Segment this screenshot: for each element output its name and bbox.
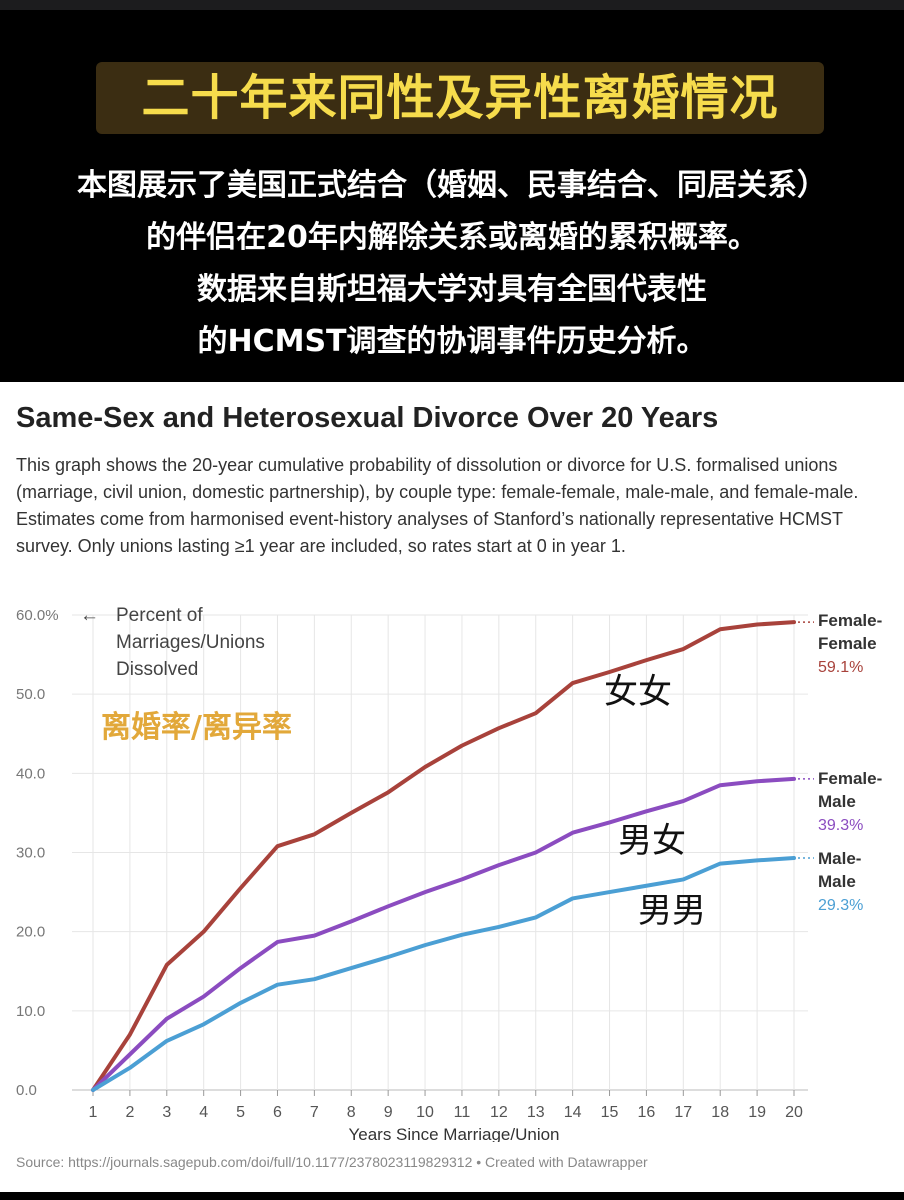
series-line-female-female: [91, 620, 796, 1092]
x-tick-label: 7: [310, 1104, 319, 1121]
x-tick-label: 3: [162, 1104, 171, 1121]
banner-title: 二十年来同性及异性离婚情况: [96, 62, 824, 134]
x-tick-label: 4: [199, 1104, 208, 1121]
intro-line: 的HCMST调查的协调事件历史分析。: [197, 324, 707, 359]
series-label: Female-: [818, 611, 882, 630]
series-label: Female-: [818, 769, 882, 788]
y-tick-label: 30.0: [16, 845, 45, 862]
x-tick-label: 9: [384, 1104, 393, 1121]
series-label: Male: [818, 792, 856, 811]
y-tick-label: 40.0: [16, 765, 45, 782]
x-tick-label: 13: [527, 1104, 545, 1121]
x-tick-label: 8: [347, 1104, 356, 1121]
chart-title: Same-Sex and Heterosexual Divorce Over 2…: [16, 402, 719, 434]
source-note: Source: https://journals.sagepub.com/doi…: [16, 1154, 648, 1170]
y-tick-label: 0.0: [16, 1082, 37, 1099]
x-axis-label: Years Since Marriage/Union: [348, 1125, 559, 1142]
x-tick-label: 5: [236, 1104, 245, 1121]
series-label: Male-: [818, 849, 861, 868]
axis-note-line: Dissolved: [116, 659, 198, 680]
y-tick-label: 20.0: [16, 924, 45, 941]
x-tick-label: 6: [273, 1104, 282, 1121]
intro-line: 的伴侣在20年内解除关系或离婚的累积概率。: [146, 220, 758, 255]
series-tag: 女女: [604, 672, 672, 712]
y-tick-label: 50.0: [16, 686, 45, 703]
y-tick-label: 10.0: [16, 1003, 45, 1020]
series-label: Female: [818, 634, 877, 653]
x-tick-label: 14: [564, 1104, 582, 1121]
series-tag: 男女: [618, 821, 686, 861]
axis-note-line: Marriages/Unions: [116, 632, 265, 653]
line-chart: 0.010.020.030.040.050.060.0%1 2 3 4 5 6 7 8 9 10 1…: [16, 605, 882, 1142]
x-tick-label: 11: [454, 1104, 471, 1121]
x-tick-label: 10: [416, 1104, 434, 1121]
x-tick-label: 12: [490, 1104, 508, 1121]
x-tick-label: 1: [89, 1104, 98, 1121]
arrow-left-icon: ←: [80, 605, 99, 626]
x-tick-label: 19: [748, 1104, 766, 1121]
chart-card: Same-Sex and Heterosexual Divorce Over 2…: [0, 382, 904, 1200]
chart-description: This graph shows the 20-year cumulative …: [16, 455, 859, 556]
x-tick-label: 20: [785, 1104, 803, 1121]
series-end-value: 29.3%: [818, 897, 863, 914]
x-tick-label: 16: [638, 1104, 656, 1121]
bottom-bar: [0, 1192, 904, 1200]
y-tick-label: 60.0%: [16, 607, 59, 624]
x-tick-label: 18: [711, 1104, 729, 1121]
x-tick-label: 15: [601, 1104, 619, 1121]
series-line-male-male: [91, 856, 796, 1092]
overlay-label: 离婚率/离异率: [101, 710, 292, 745]
series-line-female-male: [91, 776, 796, 1092]
intro-line: 本图展示了美国正式结合（婚姻、民事结合、同居关系）: [77, 168, 827, 203]
series-end-value: 59.1%: [818, 659, 863, 676]
intro-line: 数据来自斯坦福大学对具有全国代表性: [197, 272, 707, 307]
series-tag: 男男: [638, 891, 706, 931]
axis-note-line: Percent of: [116, 605, 203, 626]
series-label: Male: [818, 872, 856, 891]
x-tick-label: 2: [125, 1104, 134, 1121]
x-tick-label: 17: [674, 1104, 692, 1121]
series-end-value: 39.3%: [818, 817, 863, 834]
top-bar: [0, 0, 904, 10]
